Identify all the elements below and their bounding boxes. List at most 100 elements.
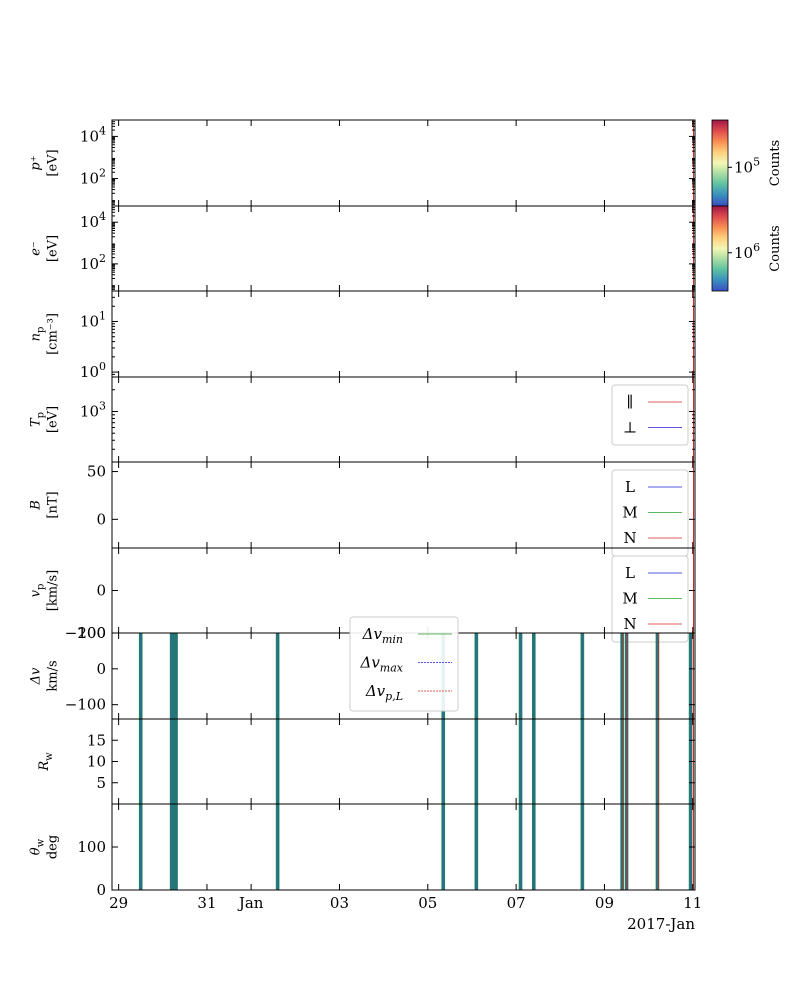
- event-bar-6: [474, 718, 479, 805]
- xtick-label-6: 09: [595, 894, 614, 912]
- ytick-label-0: 100: [80, 360, 106, 381]
- event-bar-3: [174, 803, 178, 891]
- panel-tw: 0 100 θwdeg: [29, 803, 696, 899]
- legend-label-tp-0: ∥: [627, 393, 634, 411]
- xtick-label-3: 03: [330, 894, 349, 912]
- legend-label-tp-1: ⊥: [623, 419, 637, 437]
- ylabel-np: np[cm⁻³]: [29, 313, 61, 355]
- ytick-label-0: 0: [96, 881, 106, 899]
- panel-frame: [111, 290, 696, 378]
- ytick-label-1: 100: [77, 838, 106, 856]
- ytick-label-0: 102: [80, 167, 106, 188]
- event-bar-7: [518, 632, 523, 720]
- colorbar-label-e-spec: Counts: [768, 225, 783, 271]
- xtick-label-1: 31: [197, 894, 216, 912]
- ytick-label-0: −200: [65, 624, 106, 642]
- panel-frame: [111, 803, 696, 891]
- ytick-label-1: 50: [87, 463, 106, 481]
- legend-label-dv-2: Δvp,L: [365, 682, 403, 703]
- ylabel-e-spec: e⁻ [eV]: [29, 235, 61, 262]
- event-bar-5: [441, 803, 446, 891]
- ylabel-b: B [nT]: [29, 491, 61, 518]
- panel-e-spec: 102 104 e⁻ [eV]: [29, 205, 696, 292]
- event-bar-6: [474, 803, 479, 891]
- panel-frame: [111, 205, 696, 292]
- xtick-label-5: 07: [507, 894, 526, 912]
- colorbar-gradient-e-spec: [711, 205, 729, 292]
- colorbar-tick-label-p-spec: 105: [734, 155, 760, 176]
- panel-vp: −200 0 vp[km/s] LMN: [29, 547, 696, 643]
- legend-label-b-0: L: [625, 478, 635, 496]
- xtick-label-7: 11: [683, 894, 702, 912]
- panel-dv: −100 0 100 Δv km/s Δvmin Δvmax Δvp,L: [29, 616, 696, 720]
- legend-box-dv: [349, 616, 459, 712]
- legend-label-vp-1: M: [622, 590, 637, 608]
- legend-label-b-2: N: [623, 529, 636, 547]
- event-bar-9: [580, 718, 585, 805]
- colorbars: 105 Counts 106 Counts: [711, 119, 783, 292]
- colorbar-p-spec: 105 Counts: [711, 119, 783, 207]
- legend-label-vp-2: N: [623, 615, 636, 633]
- event-bar-8: [531, 632, 536, 720]
- ytick-label-2: 15: [87, 731, 106, 749]
- event-bar-0: [138, 803, 143, 891]
- ytick-label-0: 102: [80, 252, 106, 273]
- event-bar-0: [138, 718, 143, 805]
- event-bar-6: [474, 632, 479, 720]
- event-bar-4: [275, 718, 280, 805]
- xtick-label-2: Jan: [237, 894, 264, 912]
- panel-b: 0 50 B [nT] LMN: [29, 461, 696, 557]
- ytick-label-1: 104: [80, 210, 106, 231]
- event-bar-7: [518, 718, 523, 805]
- event-bar-9: [580, 803, 585, 891]
- panel-p-spec: 102 104 p⁺ [eV]: [29, 119, 696, 207]
- legend-box-vp: [611, 555, 689, 643]
- event-bar-8: [531, 718, 536, 805]
- ytick-label-0: 0: [96, 510, 106, 528]
- ytick-label-0: −100: [65, 696, 106, 714]
- event-bar-4: [275, 803, 280, 891]
- legend-box-tp: [611, 384, 689, 446]
- ylabel-tp: Tp[eV]: [29, 406, 61, 433]
- ytick-label-1: 104: [80, 124, 106, 145]
- x-offset-label: 2017-Jan: [627, 915, 695, 933]
- colorbar-label-p-spec: Counts: [768, 140, 783, 186]
- xtick-label-4: 05: [418, 894, 437, 912]
- colorbar-gradient-p-spec: [711, 119, 729, 207]
- ylabel-tw: θwdeg: [29, 835, 61, 859]
- panel-rw: 5 10 15 Rw: [37, 718, 696, 805]
- ytick-label-0: 5: [96, 774, 106, 792]
- ylabel-p-spec: p⁺ [eV]: [29, 149, 61, 176]
- event-bar-8: [531, 803, 536, 891]
- ytick-label-2: 100: [77, 624, 106, 642]
- colorbar-tick-label-e-spec: 106: [734, 241, 760, 262]
- ytick-label-1: 0: [96, 660, 106, 678]
- panel-frame: [111, 376, 696, 463]
- x-axis: 29 31 Jan 03 05 07 09 11 2017-Jan: [109, 894, 702, 933]
- panel-frame: [111, 718, 696, 805]
- legend-label-vp-0: L: [625, 564, 635, 582]
- event-bar-3: [174, 718, 178, 805]
- panel-frame: [111, 119, 696, 207]
- ylabel-dv: Δv km/s: [29, 660, 61, 691]
- event-bar-13: [688, 632, 693, 720]
- legend-label-b-1: M: [622, 504, 637, 522]
- ytick-label-1: 10: [87, 753, 106, 771]
- event-bar-3: [174, 632, 178, 720]
- event-bar-9: [580, 632, 585, 720]
- legend-label-dv-0: Δvmin: [362, 625, 403, 646]
- event-bar-5: [441, 718, 446, 805]
- ylabel-vp: vp[km/s]: [29, 570, 61, 611]
- panel-np: 100 101 np[cm⁻³]: [29, 290, 696, 381]
- event-bar-0: [138, 632, 143, 720]
- ytick-label-1: 0: [96, 582, 106, 600]
- panel-frame: [111, 461, 696, 549]
- ytick-label-1: 101: [80, 309, 106, 330]
- ytick-label-0: 103: [80, 399, 106, 420]
- legend-label-dv-1: Δvmax: [359, 654, 403, 675]
- event-bar-4: [275, 632, 280, 720]
- event-bar-7: [518, 803, 523, 891]
- xtick-label-0: 29: [109, 894, 128, 912]
